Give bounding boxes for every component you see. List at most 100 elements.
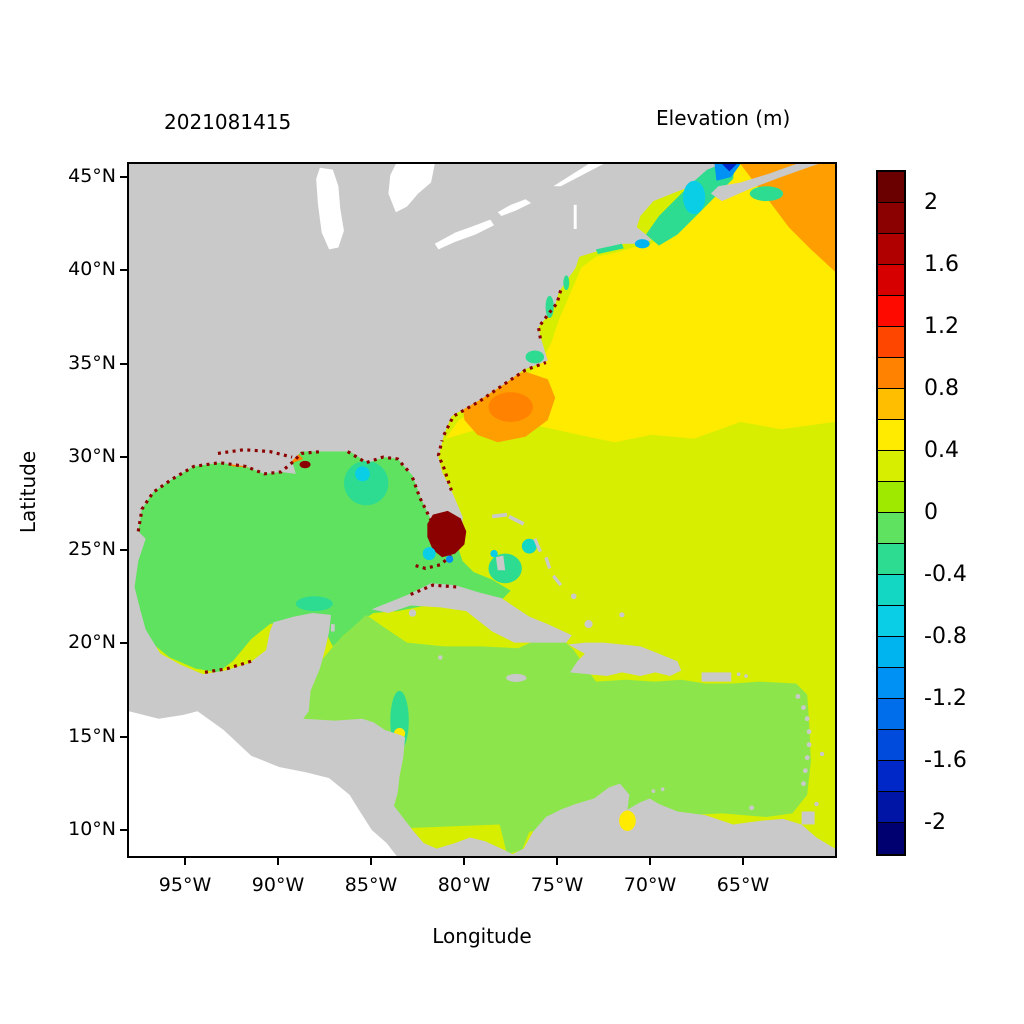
trinidad-land	[801, 811, 815, 825]
y-tick-label: 25°N	[68, 538, 116, 560]
eleuthera-land	[533, 538, 542, 553]
x-tick-label: 85°W	[344, 874, 398, 896]
colorbar-tick-label: -0.8	[924, 624, 967, 649]
florida-bay-maroon-hotspot	[427, 510, 467, 558]
mississippi-delta-maroon-blob	[299, 460, 311, 469]
x-axis-label: Longitude	[432, 924, 532, 948]
pamlico-sound-teal	[525, 350, 545, 364]
antilles-dot-2	[801, 705, 806, 710]
colorbar-tick-label: -1.6	[924, 748, 967, 773]
x-tick-mark	[370, 858, 372, 865]
x-tick-label: 75°W	[530, 874, 584, 896]
hispaniola-land	[568, 642, 682, 677]
antilles-dot-1	[795, 694, 801, 699]
colorbar-segment	[878, 203, 904, 234]
delaware-bay-teal	[563, 275, 570, 291]
y-tick-mark	[120, 549, 127, 551]
crooked-island-dot	[570, 593, 577, 600]
grand-bahama-land	[491, 512, 508, 519]
x-tick-label: 65°W	[716, 874, 770, 896]
lake-ontario	[497, 199, 532, 216]
north-atlantic-yellow-water	[445, 164, 835, 443]
margarita-dot	[749, 805, 755, 811]
x-tick-label: 95°W	[158, 874, 212, 896]
colorbar-segment	[878, 792, 904, 823]
y-tick-label: 35°N	[68, 352, 116, 374]
speckles-chesapeake-coast	[536, 289, 563, 339]
lake-huron	[388, 164, 435, 213]
long-island-bahamas-land	[552, 574, 563, 587]
elevation-map-svg	[129, 164, 835, 856]
antilles-dot-8	[801, 781, 806, 787]
colorbar-title: Elevation (m)	[656, 106, 791, 130]
antilles-dot-6	[804, 755, 810, 761]
speckles-east-florida-coast	[436, 440, 453, 492]
colorbar-segment	[878, 513, 904, 544]
lake-maracaibo-yellow	[619, 810, 636, 831]
y-tick-mark	[120, 176, 127, 178]
gulf-of-maine-cyan-core	[683, 180, 706, 215]
nantucket-blue-spot	[634, 239, 650, 249]
colorbar-segment	[878, 730, 904, 761]
speckles-big-bend-coast	[346, 450, 412, 475]
x-tick-mark	[277, 858, 279, 865]
antilles-dot-7	[802, 768, 808, 774]
antilles-dot-3	[804, 716, 810, 722]
speckles-campeche-coast	[204, 659, 252, 674]
curacao-dot	[660, 787, 665, 792]
antilles-dot-5	[806, 742, 812, 748]
cuba-land	[371, 583, 572, 643]
x-tick-mark	[556, 858, 558, 865]
barbados-dot	[819, 751, 825, 757]
west-florida-shelf-teal-patch	[343, 460, 389, 506]
x-tick-mark	[463, 858, 465, 865]
lake-michigan	[316, 167, 344, 250]
y-tick-label: 45°N	[68, 165, 116, 187]
west-florida-shelf-cyan-spot	[355, 466, 370, 482]
y-axis-label: Latitude	[16, 450, 40, 534]
colorbar-segment	[878, 296, 904, 327]
y-tick-label: 40°N	[68, 258, 116, 280]
nova-scotia-land	[710, 164, 819, 202]
scotian-teal-patch	[749, 186, 784, 202]
virgin-islands-dot	[736, 672, 741, 677]
colorbar-tick-label: 0.4	[924, 438, 959, 463]
lake-champlain	[573, 204, 577, 229]
long-island-sound-teal	[595, 243, 624, 254]
colorbar-segment	[878, 172, 904, 203]
speckles-cuba-north-coast	[410, 583, 458, 596]
yucatan-teal-patch	[295, 596, 333, 612]
land-americas	[129, 164, 835, 856]
colorbar-tick-label: 2	[924, 190, 938, 215]
bahama-cyan-spot	[521, 538, 537, 554]
bay-of-fundy-blue-water	[714, 164, 741, 181]
colorbar-segment	[878, 358, 904, 389]
pacific-outside-domain	[129, 711, 397, 856]
antilles-dot-4	[806, 729, 812, 735]
speckles-georgia-carolinas-coast	[442, 361, 547, 436]
isla-juventud-land	[408, 609, 417, 617]
x-tick-mark	[742, 858, 744, 865]
jamaica-land	[506, 673, 527, 682]
aruba-dot	[651, 789, 656, 793]
y-tick-mark	[120, 736, 127, 738]
tobago-dot	[814, 801, 819, 807]
puerto-rico-land	[701, 672, 732, 682]
colorbar-tick-label: 0.8	[924, 376, 959, 401]
cozumel-land	[330, 624, 335, 632]
colorbar-segment	[878, 389, 904, 420]
colorbar-tick-label: 1.2	[924, 314, 959, 339]
colorbar-segment	[878, 668, 904, 699]
cat-island-land	[544, 556, 552, 569]
x-tick-label: 70°W	[623, 874, 677, 896]
map-plot-area	[127, 162, 837, 858]
colorbar-segment	[878, 761, 904, 792]
colorbar-segment	[878, 575, 904, 606]
y-tick-mark	[120, 829, 127, 831]
colorbar-tick-label: -0.4	[924, 562, 967, 587]
colorbar-segment	[878, 606, 904, 637]
st-lawrence-river	[553, 164, 604, 187]
colorbar-tick-label: 0	[924, 500, 938, 525]
bay-of-fundy-navy-sliver	[721, 164, 737, 172]
